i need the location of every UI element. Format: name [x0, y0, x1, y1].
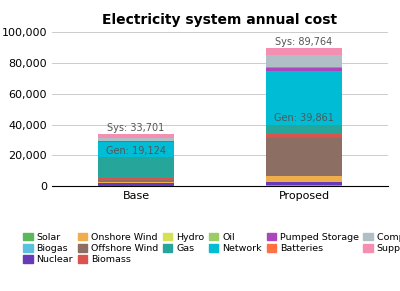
- Bar: [266, 125, 342, 134]
- Bar: [266, 68, 342, 71]
- Bar: [266, 55, 342, 67]
- Bar: [266, 71, 342, 125]
- Bar: [266, 134, 342, 138]
- Legend: Solar, Biogas, Nuclear, Onshore Wind, Offshore Wind, Biomass, Hydro, Gas, Oil, N: Solar, Biogas, Nuclear, Onshore Wind, Of…: [23, 233, 400, 264]
- Title: Electricity system annual cost: Electricity system annual cost: [102, 13, 338, 27]
- Bar: [266, 138, 342, 176]
- Text: Sys: 89,764: Sys: 89,764: [275, 37, 333, 47]
- Bar: [98, 183, 174, 186]
- Bar: [98, 134, 174, 139]
- Bar: [98, 139, 174, 141]
- Bar: [98, 142, 174, 157]
- Bar: [266, 67, 342, 68]
- Bar: [266, 48, 342, 55]
- Bar: [266, 176, 342, 182]
- Bar: [98, 182, 174, 183]
- Text: Sys: 33,701: Sys: 33,701: [107, 123, 165, 134]
- Bar: [98, 180, 174, 182]
- Text: Gen: 39,861: Gen: 39,861: [274, 113, 334, 123]
- Bar: [98, 178, 174, 180]
- Bar: [98, 141, 174, 142]
- Bar: [266, 185, 342, 186]
- Bar: [98, 157, 174, 178]
- Bar: [266, 182, 342, 185]
- Text: Gen: 19,124: Gen: 19,124: [106, 146, 166, 156]
